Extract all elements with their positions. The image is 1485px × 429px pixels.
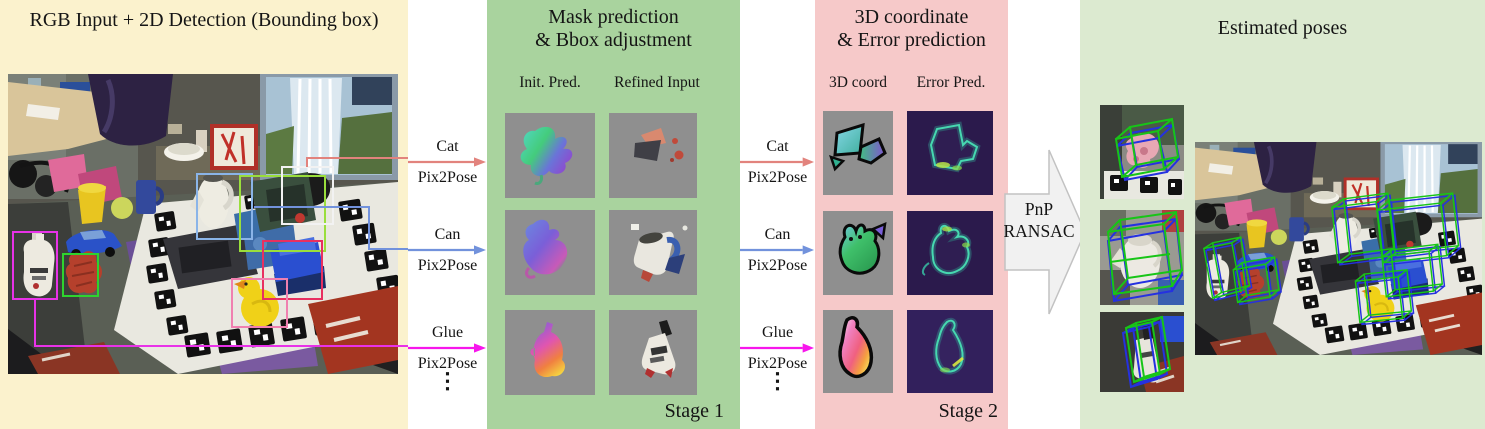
more-objects-ellipsis: ⋮ <box>766 368 789 393</box>
bbox-holepuncher <box>262 240 323 300</box>
tile-can-error-pred <box>907 211 993 295</box>
panel-estimated-poses: Estimated poses <box>1080 0 1485 429</box>
connectors-input-to-stage1: Cat Pix2Pose Can Pix2Pose Glue Pix2Pose … <box>408 0 487 429</box>
glue-connector-line <box>34 299 408 347</box>
pnp-ransac-label: PnP RANSAC <box>1001 198 1077 242</box>
estimated-pose-boxes <box>1202 192 1462 326</box>
tile-cat-error-pred <box>907 111 993 195</box>
connector-object-label: Glue <box>761 324 794 341</box>
tile-glue-refined-input <box>609 310 697 395</box>
tile-can-refined-input <box>609 210 697 295</box>
connector-glue-pix2pose-2: Glue Pix2Pose <box>740 323 815 373</box>
stage1-col-refined-input: Refined Input <box>614 74 700 91</box>
panel-stage1-title: Mask prediction & Bbox adjustment <box>487 6 740 52</box>
panel-stage2: 3D coordinate & Error prediction 3D coor… <box>815 0 1008 429</box>
panel-output-title: Estimated poses <box>1217 17 1348 39</box>
connector-network-label: Pix2Pose <box>747 169 808 186</box>
connector-can-pix2pose-2: Can Pix2Pose <box>740 225 815 275</box>
stage1-col-init-pred: Init. Pred. <box>519 74 581 91</box>
connector-object-label: Cat <box>766 138 789 155</box>
panel-stage1: Mask prediction & Bbox adjustment Init. … <box>487 0 740 429</box>
stage2-title-line2: & Error prediction <box>837 29 986 51</box>
connector-network-label: Pix2Pose <box>747 355 808 372</box>
stage1-title-line1: Mask prediction <box>548 6 679 28</box>
connector-object-label: Cat <box>436 138 459 155</box>
tile-cat-refined-input <box>609 113 697 198</box>
panel-rgb-input-title: RGB Input + 2D Detection (Bounding box) <box>29 9 379 31</box>
stage2-title-line1: 3D coordinate <box>854 6 969 28</box>
tile-glue-3d-coord <box>823 310 893 393</box>
bbox-connector-lines <box>34 157 408 347</box>
connectors-stage1-to-stage2: Cat Pix2Pose Can Pix2Pose Glue Pix2Pose … <box>740 0 815 429</box>
bbox-can <box>196 173 253 240</box>
stage2-label: Stage 2 <box>938 400 998 422</box>
connector-glue-pix2pose-1: Glue Pix2Pose <box>408 323 487 373</box>
panel-rgb-input: RGB Input + 2D Detection (Bounding box) <box>0 0 408 429</box>
tile-can-init-pred <box>505 210 595 295</box>
can-connector-line <box>254 206 408 250</box>
cat-arrow-icon <box>408 157 486 167</box>
tile-can-3d-coord <box>823 211 893 295</box>
connector-object-label: Glue <box>431 324 464 341</box>
panel-stage2-title: 3D coordinate & Error prediction <box>815 6 1008 52</box>
connector-network-label: Pix2Pose <box>417 257 478 274</box>
bbox-duck <box>231 278 288 328</box>
tile-cat-init-pred <box>505 113 595 198</box>
stage2-col-error-pred: Error Pred. <box>916 74 986 91</box>
stage1-label: Stage 1 <box>664 400 724 422</box>
connector-network-label: Pix2Pose <box>417 169 478 186</box>
tile-glue-error-pred <box>907 310 993 393</box>
connector-can-pix2pose-1: Can Pix2Pose <box>408 225 487 275</box>
pnp-line1: PnP <box>1024 199 1054 219</box>
tile-glue-init-pred <box>505 310 595 395</box>
rgb-scene-image <box>8 74 408 374</box>
stage2-col-3d-coord: 3D coord <box>828 74 888 91</box>
pose-scene-image <box>1195 142 1482 355</box>
connector-cat-pix2pose-2: Cat Pix2Pose <box>740 137 815 187</box>
pose-crop-cat <box>1100 105 1184 199</box>
cat-connector-line <box>306 157 408 167</box>
bbox-cat <box>62 253 99 297</box>
block-arrow-icon <box>1004 149 1086 315</box>
can-arrow-icon <box>408 245 486 255</box>
pose-crop-can <box>1100 210 1184 305</box>
glue-arrow-icon <box>408 343 486 353</box>
cat-arrow-icon <box>740 157 815 167</box>
connector-network-label: Pix2Pose <box>747 257 808 274</box>
connector-object-label: Can <box>764 226 791 243</box>
tile-cat-3d-coord <box>823 111 893 195</box>
pose-crop-glue <box>1100 312 1184 392</box>
connector-network-label: Pix2Pose <box>417 355 478 372</box>
can-arrow-icon <box>740 245 815 255</box>
stage1-title-line2: & Bbox adjustment <box>535 29 692 51</box>
pnp-line2: RANSAC <box>1003 221 1075 241</box>
connector-object-label: Can <box>434 226 461 243</box>
glue-arrow-icon <box>740 343 815 353</box>
more-objects-ellipsis: ⋮ <box>436 368 459 393</box>
pnp-ransac-arrow: PnP RANSAC <box>1001 146 1089 318</box>
connector-cat-pix2pose-1: Cat Pix2Pose <box>408 137 487 187</box>
